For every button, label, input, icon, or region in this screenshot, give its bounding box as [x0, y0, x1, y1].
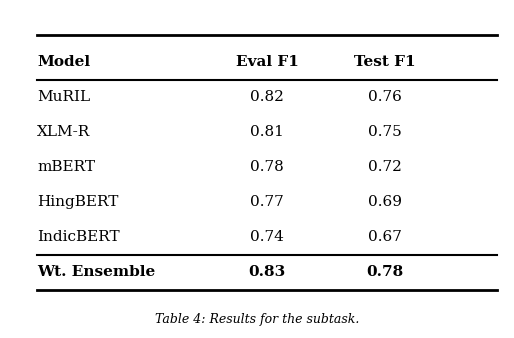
Text: MuRIL: MuRIL — [37, 90, 90, 104]
Text: HingBERT: HingBERT — [37, 195, 119, 209]
Text: XLM-R: XLM-R — [37, 125, 90, 139]
Text: Model: Model — [37, 55, 90, 69]
Text: Table 4: Results for the subtask.: Table 4: Results for the subtask. — [155, 313, 359, 327]
Text: 0.77: 0.77 — [250, 195, 284, 209]
Text: Wt. Ensemble: Wt. Ensemble — [37, 265, 155, 279]
Text: 0.82: 0.82 — [250, 90, 284, 104]
Text: Test F1: Test F1 — [354, 55, 416, 69]
Text: 0.78: 0.78 — [366, 265, 403, 279]
Text: 0.67: 0.67 — [368, 230, 402, 244]
Text: 0.78: 0.78 — [250, 160, 284, 174]
Text: mBERT: mBERT — [37, 160, 95, 174]
Text: 0.69: 0.69 — [368, 195, 402, 209]
Text: 0.76: 0.76 — [368, 90, 402, 104]
Text: Eval F1: Eval F1 — [236, 55, 299, 69]
Text: 0.72: 0.72 — [368, 160, 402, 174]
Text: IndicBERT: IndicBERT — [37, 230, 120, 244]
Text: 0.74: 0.74 — [250, 230, 284, 244]
Text: 0.83: 0.83 — [249, 265, 286, 279]
Text: 0.81: 0.81 — [250, 125, 284, 139]
Text: 0.75: 0.75 — [368, 125, 401, 139]
